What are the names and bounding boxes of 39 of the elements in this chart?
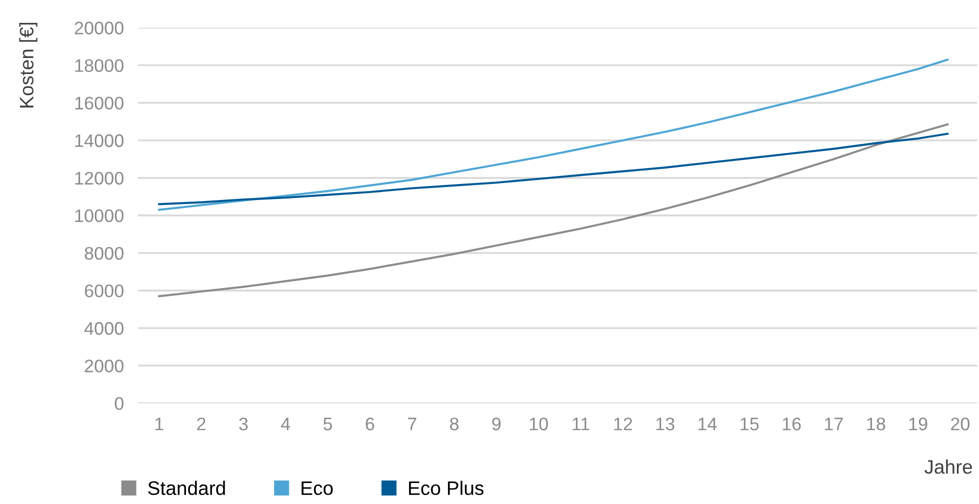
x-tick-label: 16 — [782, 418, 801, 430]
y-tick-label: 2000 — [84, 360, 124, 372]
x-tick-label: 6 — [366, 418, 374, 430]
x-tick-label: 8 — [450, 418, 458, 430]
legend-label: Eco — [302, 481, 333, 496]
x-tick-label: 1 — [155, 418, 164, 430]
y-tick-label: 20000 — [74, 22, 124, 34]
legend-label: Standard — [148, 480, 225, 496]
legend-label: Eco Plus — [409, 480, 484, 496]
x-tick-label: 11 — [572, 418, 590, 430]
y-tick-label: 8000 — [84, 246, 124, 260]
x-tick-label: 19 — [909, 418, 928, 430]
y-tick-label: 6000 — [84, 284, 124, 298]
y-tick-label: 10000 — [75, 209, 124, 222]
x-axis-title: Jahre — [924, 460, 972, 474]
x-tick-label: 5 — [323, 418, 332, 430]
y-tick-label: 16000 — [75, 96, 124, 110]
x-tick-label: 13 — [656, 418, 674, 430]
x-tick-label: 4 — [280, 418, 290, 430]
line-series — [158, 132, 949, 206]
x-tick-label: 2 — [197, 418, 206, 430]
y-axis-title: Kosten [€] — [19, 22, 38, 108]
x-tick-label: 18 — [867, 418, 886, 430]
x-tick-label: 10 — [530, 418, 548, 430]
x-tick-label: 12 — [614, 418, 632, 430]
x-tick-label: 17 — [825, 418, 843, 430]
y-tick-label: 18000 — [75, 59, 124, 72]
y-tick-label: 0 — [114, 397, 124, 410]
x-tick-label: 3 — [239, 418, 248, 430]
x-tick-label: 20 — [951, 418, 970, 430]
x-tick-label: 15 — [740, 418, 759, 430]
line-series — [158, 58, 949, 211]
y-tick-label: 4000 — [84, 322, 124, 335]
y-tick-label: 12000 — [75, 172, 124, 185]
x-tick-label: 9 — [492, 418, 501, 430]
y-tick-label: 14000 — [75, 134, 124, 148]
x-tick-label: 14 — [698, 418, 717, 430]
x-tick-label: 7 — [408, 418, 416, 430]
line-series — [158, 123, 949, 298]
